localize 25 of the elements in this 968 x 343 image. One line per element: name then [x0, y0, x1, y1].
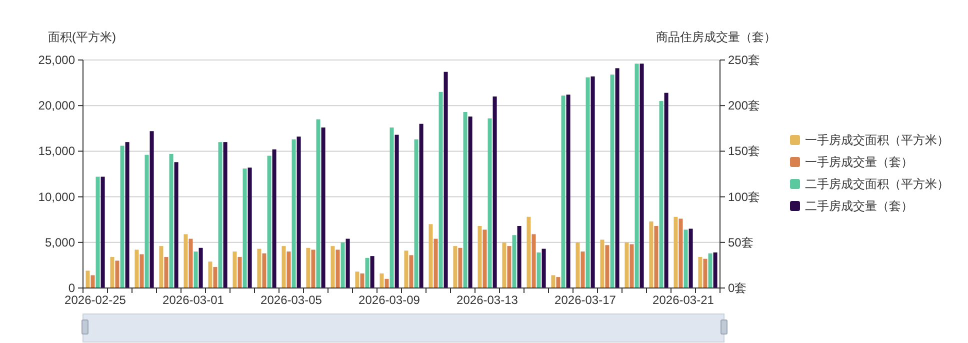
x-tick-label: 2026-03-13: [456, 293, 518, 307]
legend-label: 一手房成交面积（平方米）: [805, 133, 949, 147]
y-tick-label: 20,000: [38, 98, 76, 113]
legend-label: 二手房成交面积（平方米）: [805, 177, 949, 191]
y2-tick-label: 200套: [728, 98, 760, 113]
y-tick-label: 0: [68, 281, 76, 295]
y-tick-label: 5,000: [44, 235, 76, 250]
x-tick-label: 2026-03-05: [260, 293, 322, 307]
x-tick-label: 2026-03-09: [358, 293, 420, 307]
x-tick-label: 2026-03-01: [162, 293, 224, 307]
y-axis-title: 面积(平方米): [48, 30, 116, 44]
y2-tick-label: 0套: [728, 281, 747, 295]
y-tick-label: 10,000: [38, 190, 76, 204]
y2-tick-label: 100套: [728, 190, 760, 204]
y-tick-label: 15,000: [38, 144, 76, 158]
y2-tick-label: 50套: [728, 235, 754, 250]
y2-tick-label: 150套: [728, 144, 760, 158]
legend-label: 一手房成交量（套）: [805, 155, 913, 169]
x-tick-label: 2026-03-21: [652, 293, 714, 307]
x-tick-label: 2026-03-17: [554, 293, 616, 307]
x-tick-label: 2026-02-25: [64, 293, 126, 307]
y2-axis-title: 商品住房成交量（套）: [656, 30, 776, 44]
y-tick-label: 25,000: [38, 53, 76, 67]
y2-tick-label: 250套: [728, 53, 760, 67]
legend-label: 二手房成交量（套）: [805, 199, 913, 213]
